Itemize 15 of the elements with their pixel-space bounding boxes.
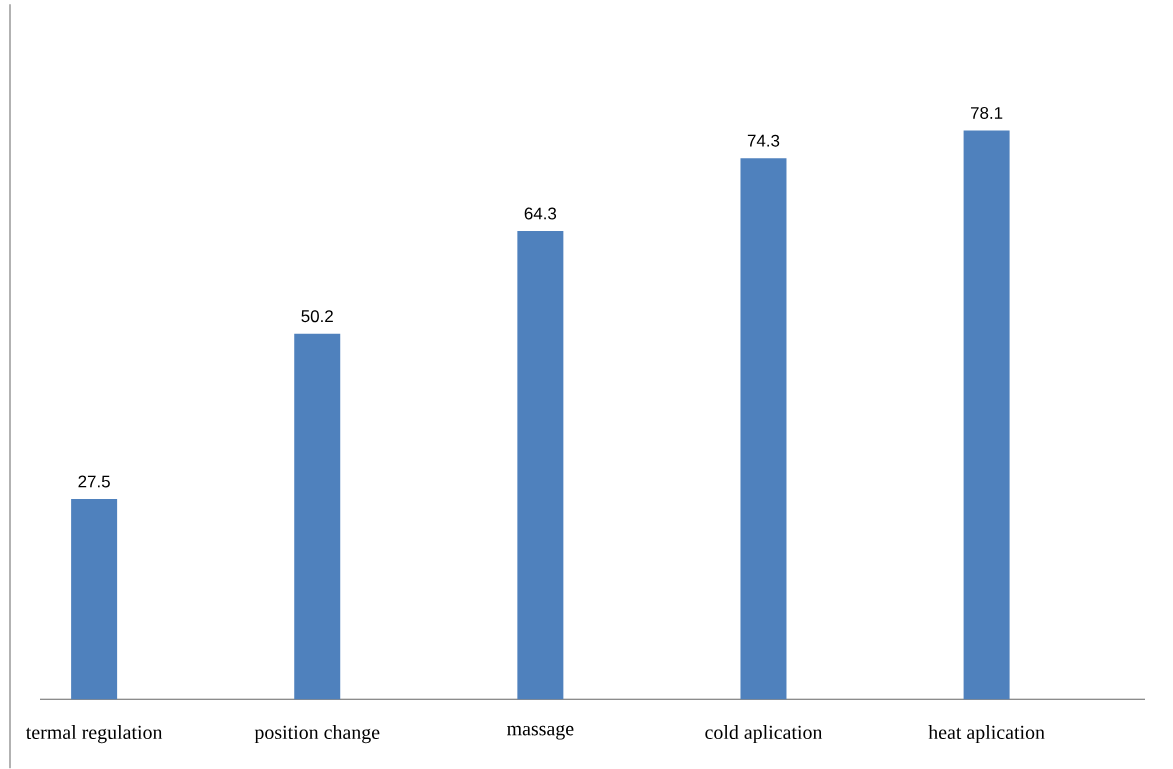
bar [517, 231, 564, 700]
x-tick-label: massage [507, 725, 574, 740]
bar [294, 333, 341, 700]
bar [740, 158, 787, 700]
data-label: 78.1 [970, 107, 1003, 120]
x-tick-label: cold aplication [705, 725, 823, 744]
x-tick-label: position change [254, 725, 380, 744]
bar [71, 499, 118, 700]
bar [963, 130, 1010, 700]
x-tick-label: termal regulation [25, 725, 163, 744]
data-label: 74.3 [747, 134, 780, 147]
data-label: 27.5 [78, 475, 110, 488]
x-tick-label: heat aplication [928, 725, 1045, 744]
data-label: 64.3 [524, 207, 557, 220]
data-label: 50.2 [301, 310, 333, 323]
